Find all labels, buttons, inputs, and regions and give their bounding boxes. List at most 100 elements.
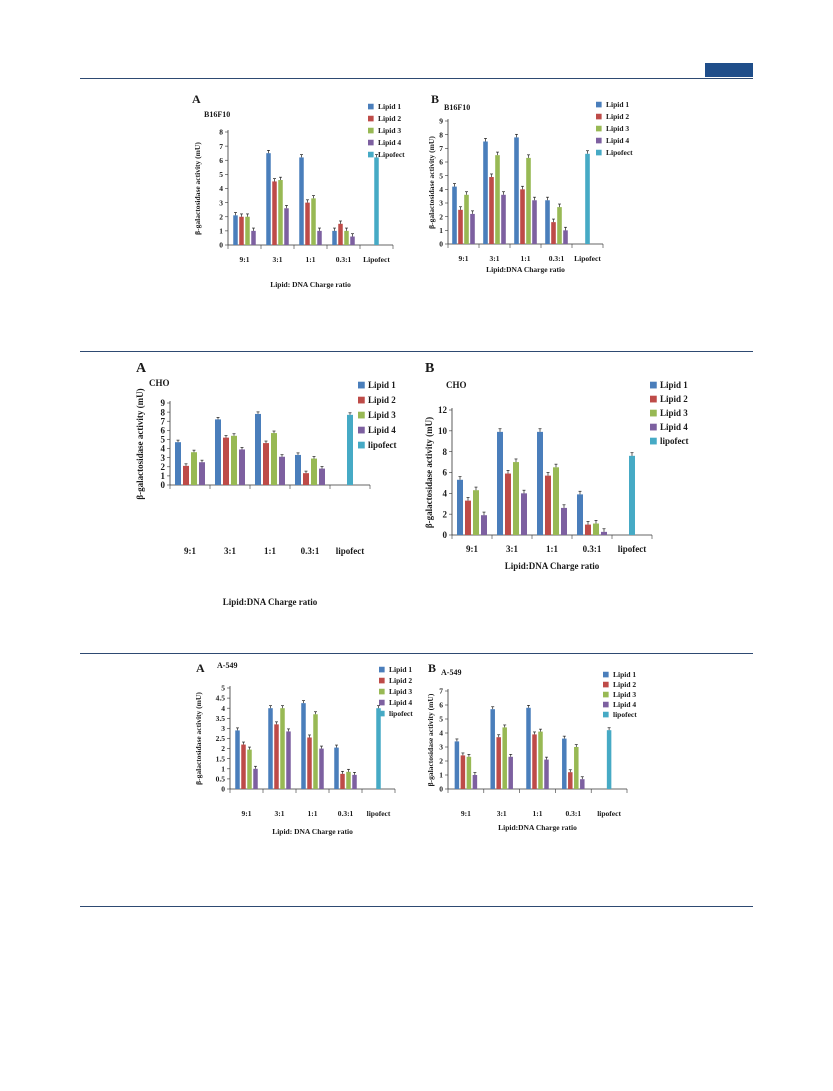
legend-label: Lipid 3: [606, 124, 629, 133]
y-tick-label: 9: [439, 117, 443, 126]
bar: [319, 468, 325, 485]
y-tick-label: 4.5: [216, 694, 226, 703]
legend-label: Lipid 3: [660, 408, 688, 418]
bar: [346, 771, 351, 789]
bar: [538, 731, 543, 789]
bar: [526, 707, 531, 789]
category-label: 0.3:1: [549, 254, 565, 263]
legend-swatch: [368, 151, 374, 158]
y-tick-label: 8: [161, 407, 166, 417]
y-tick-label: 4: [443, 488, 448, 498]
legend-swatch: [603, 681, 609, 688]
bar: [274, 724, 279, 789]
y-tick-label: 4: [439, 729, 443, 738]
panel-label: B: [431, 92, 439, 106]
bar: [340, 773, 345, 789]
legend-label: Lipid 1: [660, 380, 688, 390]
bar: [251, 230, 256, 245]
legend-label: Lipid 3: [613, 690, 636, 699]
bar: [338, 223, 343, 245]
x-axis-title: Lipid: DNA Charge ratio: [272, 827, 353, 836]
legend-label: Lipid 3: [389, 687, 412, 696]
category-label: 0.3:1: [583, 544, 602, 554]
bar: [301, 703, 306, 789]
category-label: 3:1: [506, 544, 518, 554]
bar: [376, 708, 381, 789]
y-tick-label: 2: [443, 509, 448, 519]
bar: [307, 737, 312, 789]
bar: [545, 475, 551, 535]
bar: [344, 230, 349, 245]
bar: [352, 774, 357, 789]
bar: [191, 452, 197, 485]
y-tick-label: 0: [439, 240, 443, 249]
bar: [470, 213, 475, 244]
y-tick-label: 3: [439, 743, 443, 752]
bar: [231, 435, 237, 485]
bar: [233, 215, 238, 245]
cell-line-label: B16F10: [444, 103, 470, 112]
bar: [551, 222, 556, 244]
bar: [215, 419, 221, 485]
y-tick-label: 2: [439, 212, 443, 221]
y-tick-label: 7: [219, 142, 223, 151]
y-tick-label: 1: [439, 771, 443, 780]
bar: [513, 462, 519, 535]
y-tick-label: 0.5: [216, 775, 226, 784]
legend-label: Lipid 4: [368, 425, 396, 435]
legend-swatch: [596, 101, 602, 108]
y-tick-label: 2: [439, 757, 443, 766]
bar: [247, 749, 252, 789]
chart-b16f10-b: B B16F10 0 1 2 3 4 5 6 7 8 9 9:1 3:1 1:1 0.3:1 Lipofect L…: [427, 92, 633, 274]
legend-swatch: [358, 426, 365, 434]
bar: [502, 727, 507, 789]
cell-line-label: A-549: [441, 668, 461, 677]
panel-label: A: [196, 661, 205, 675]
bar: [454, 741, 460, 789]
legend-swatch: [603, 701, 609, 708]
y-tick-label: 2: [161, 462, 166, 472]
category-label: lipofect: [618, 544, 647, 554]
y-tick-label: 0: [219, 241, 223, 250]
bar: [199, 462, 205, 485]
bar: [286, 731, 291, 789]
y-tick-label: 8: [439, 130, 443, 139]
bar: [268, 708, 273, 789]
category-label: lipofect: [597, 809, 621, 818]
bar: [223, 437, 229, 485]
bar: [473, 490, 479, 535]
bar: [266, 153, 271, 245]
legend-swatch: [603, 711, 609, 718]
legend-swatch: [368, 115, 374, 122]
legend-label: lipofect: [660, 436, 689, 446]
category-label: 9:1: [242, 809, 252, 818]
category-label: 1:1: [521, 254, 531, 263]
bar: [255, 413, 261, 485]
legend-swatch: [596, 137, 602, 144]
y-tick-label: 4: [219, 184, 223, 193]
y-tick-label: 3: [161, 453, 166, 463]
y-tick-label: 1.5: [216, 754, 226, 763]
legend-swatch: [379, 710, 385, 717]
y-tick-label: 5: [161, 435, 166, 445]
section-divider: [80, 653, 753, 654]
bar: [279, 456, 285, 485]
cell-line-label: CHO: [149, 378, 170, 388]
bar: [311, 458, 317, 485]
y-tick-label: 6: [439, 158, 443, 167]
bar: [561, 507, 567, 535]
y-tick-label: 10: [438, 426, 448, 436]
bar: [520, 189, 525, 244]
y-tick-label: 5: [439, 171, 443, 180]
y-tick-label: 4: [161, 444, 166, 454]
category-label: 3:1: [273, 255, 283, 264]
bar: [458, 209, 463, 244]
y-axis-title: β-galactosidase activity (mU): [194, 692, 203, 785]
y-tick-label: 1: [221, 764, 225, 773]
x-axis-title: Lipid:DNA Charge ratio: [486, 265, 565, 274]
bar: [263, 443, 269, 485]
y-tick-label: 7: [161, 416, 166, 426]
category-label: 0.3:1: [336, 255, 352, 264]
